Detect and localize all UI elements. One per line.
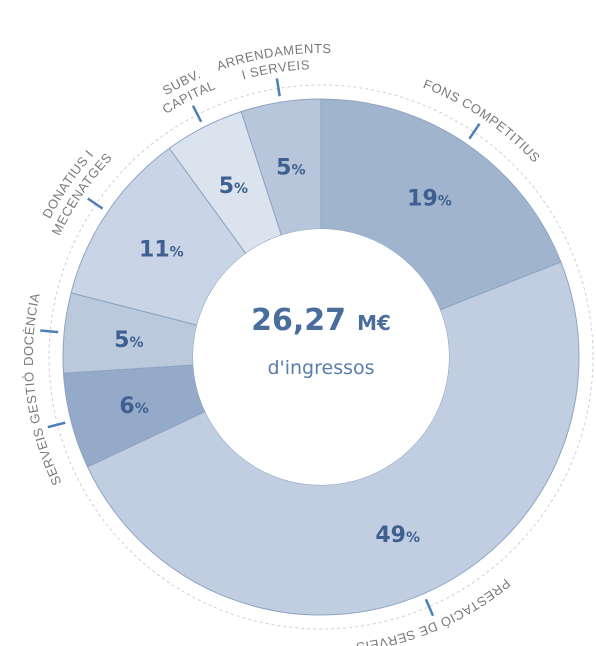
label-tick bbox=[191, 105, 203, 123]
value-unit: % bbox=[291, 162, 305, 178]
value-number: 5 bbox=[219, 174, 234, 199]
value-unit: % bbox=[135, 401, 149, 417]
value-number: 49 bbox=[375, 523, 406, 548]
value-number: 5 bbox=[276, 155, 291, 180]
category-label-text: SERVEIS GESTIÓ bbox=[21, 371, 64, 488]
value-number: 5 bbox=[114, 328, 129, 353]
label-tick bbox=[424, 598, 435, 617]
total-value: 26,27 bbox=[251, 303, 346, 338]
value-number: 19 bbox=[407, 186, 438, 211]
value-label: 5% bbox=[114, 328, 143, 353]
donut-hole bbox=[193, 229, 449, 485]
label-tick bbox=[468, 123, 481, 140]
center-total: 26,27 M€ bbox=[251, 303, 391, 338]
value-label: 11% bbox=[139, 238, 184, 263]
value-unit: % bbox=[170, 245, 184, 261]
value-label: 5% bbox=[276, 155, 305, 180]
value-number: 6 bbox=[119, 394, 134, 419]
label-tick bbox=[87, 197, 104, 210]
label-tick bbox=[47, 421, 66, 429]
label-tick bbox=[40, 329, 59, 334]
value-number: 11 bbox=[139, 238, 170, 263]
category-label: SERVEIS GESTIÓ bbox=[21, 371, 64, 488]
value-unit: % bbox=[234, 181, 248, 197]
category-label-text: DOCÈNCIA bbox=[21, 291, 42, 366]
value-label: 49% bbox=[375, 523, 420, 548]
total-unit: M€ bbox=[357, 311, 391, 335]
total-caption: d'ingressos bbox=[267, 357, 374, 379]
value-unit: % bbox=[438, 193, 452, 209]
value-label: 5% bbox=[219, 174, 248, 199]
value-unit: % bbox=[129, 335, 143, 351]
label-tick bbox=[275, 78, 281, 97]
category-label: DOCÈNCIA bbox=[21, 291, 43, 366]
outer-ring bbox=[48, 84, 594, 630]
value-unit: % bbox=[406, 530, 420, 546]
value-label: 19% bbox=[407, 186, 452, 211]
value-label: 6% bbox=[119, 394, 148, 419]
